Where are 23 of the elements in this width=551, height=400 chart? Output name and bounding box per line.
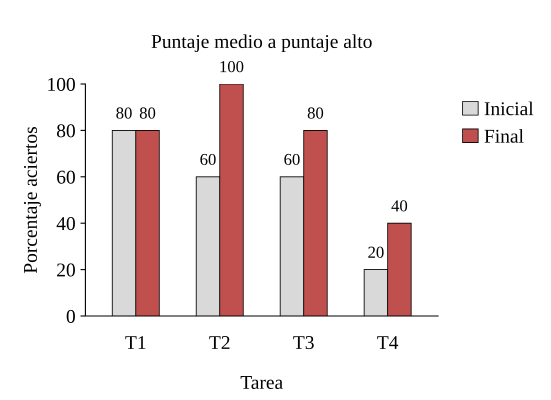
data-label: 80	[308, 107, 324, 119]
x-axis-title: Tarea	[240, 376, 283, 389]
data-label: 100	[220, 61, 244, 72]
legend-label: Inicial	[484, 102, 534, 116]
data-label: 20	[368, 246, 384, 258]
data-label: 40	[391, 200, 408, 212]
x-tick-label: T3	[293, 336, 314, 350]
y-tick-label: 20	[57, 263, 75, 277]
data-label: 80	[140, 107, 156, 119]
chart-title: Puntaje medio a puntaje alto	[152, 34, 372, 52]
legend-label: Final	[484, 129, 524, 143]
y-axis-title: Porcentaje aciertos	[24, 127, 41, 274]
y-tick-label: 40	[56, 217, 75, 230]
y-tick-label: 0	[66, 310, 75, 323]
data-label: 60	[200, 154, 216, 166]
y-tick-label: 100	[48, 78, 75, 91]
data-label: 60	[284, 154, 300, 166]
y-tick-label: 80	[56, 124, 75, 138]
data-label: 80	[116, 107, 132, 119]
x-tick-label: T4	[377, 336, 398, 349]
x-tick-label: T2	[209, 336, 230, 349]
y-tick-label: 60	[57, 170, 75, 184]
x-tick-label: T1	[125, 336, 146, 349]
